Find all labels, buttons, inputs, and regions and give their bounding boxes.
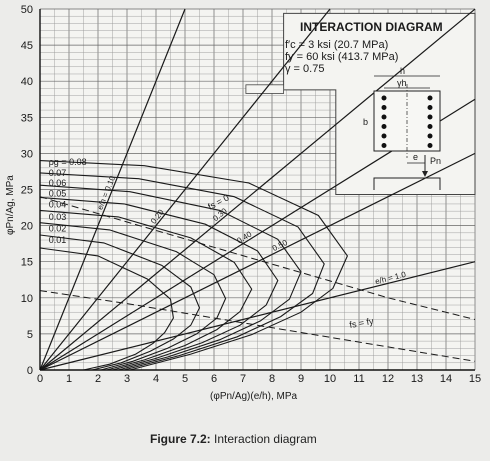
x-tick-label: 2 — [95, 373, 101, 385]
rho-label: 0.03 — [49, 212, 67, 222]
load-arrowhead — [422, 171, 428, 177]
load-pn-label: Pn — [430, 156, 441, 166]
eccentricity-line — [39, 8, 186, 371]
rebar-dot — [427, 143, 433, 148]
param-gamma: γ = 0.75 — [285, 63, 324, 75]
load-e-label: e — [413, 152, 418, 162]
x-tick-label: 3 — [124, 373, 130, 385]
x-tick-label: 4 — [153, 373, 159, 385]
x-tick-labels: 0 1 2 3 4 5 6 7 8 9 10 11 12 13 14 15 — [37, 373, 481, 385]
dim-gh-label: γh — [397, 78, 407, 88]
x-tick-label: 10 — [324, 373, 336, 385]
x-tick-label: 11 — [353, 373, 364, 385]
y-tick-label: 40 — [21, 76, 33, 88]
eccentricity-line — [39, 8, 331, 371]
x-axis-label: (φPn/Ag)(e/h), MPa — [210, 391, 298, 402]
dim-b-label: b — [363, 117, 368, 127]
eccentricity-lines: e/h = 0.100.20 0.300.400.50e/h = 1.0 — [39, 8, 476, 371]
rho-label: ρg = 0.08 — [49, 157, 87, 167]
fs-lines — [39, 196, 476, 362]
rho-label: 0.04 — [49, 200, 67, 210]
y-tick-label: 10 — [21, 293, 33, 305]
y-tick-label: 5 — [27, 329, 33, 341]
eccentricity-line — [39, 261, 476, 371]
rebar-dot — [427, 124, 433, 129]
rebar-dot — [381, 105, 387, 110]
x-tick-label: 14 — [440, 373, 452, 385]
y-tick-label: 15 — [21, 257, 33, 269]
x-tick-label: 13 — [411, 373, 423, 385]
rebar-dot — [427, 105, 433, 110]
y-axis-label: φPn/Ag, MPa — [5, 175, 16, 235]
rho-label: 0.01 — [49, 235, 67, 245]
rebar-dot — [381, 114, 387, 120]
rebar-dot — [381, 95, 387, 101]
x-tick-label: 6 — [211, 373, 217, 385]
y-tick-label: 50 — [21, 4, 33, 16]
fs-zero-line — [39, 196, 476, 320]
rho-label: 0.02 — [49, 223, 67, 233]
caption-text: Interaction diagram — [214, 432, 317, 446]
y-tick-label: 35 — [21, 112, 33, 124]
chart-title: INTERACTION DIAGRAM — [300, 20, 443, 34]
x-tick-label: 8 — [269, 373, 275, 385]
x-tick-label: 12 — [382, 373, 394, 385]
y-tick-label: 25 — [21, 185, 33, 197]
rebar-dot — [427, 133, 433, 139]
rebar-dot — [427, 95, 433, 101]
rho-label: 0.05 — [49, 189, 67, 199]
rebar-dot — [381, 124, 387, 129]
rebar-dots — [381, 95, 433, 148]
eccentricity-line — [39, 8, 476, 371]
x-tick-label: 9 — [298, 373, 304, 385]
x-tick-label: 7 — [240, 373, 246, 385]
rho-curve-0.06 — [39, 184, 302, 371]
y-tick-label: 0 — [27, 365, 33, 377]
y-tick-label: 30 — [21, 148, 33, 160]
param-fc: f′c = 3 ksi (20.7 MPa) — [285, 39, 388, 51]
rebar-dot — [427, 114, 433, 120]
rho-label: 0.06 — [49, 178, 67, 188]
rho-label: 0.07 — [49, 168, 67, 178]
param-fy: fy = 60 ksi (413.7 MPa) — [285, 51, 398, 63]
x-tick-label: 1 — [66, 373, 72, 385]
axes — [39, 9, 475, 371]
y-tick-label: 45 — [21, 40, 33, 52]
dim-h-label: h — [400, 66, 405, 76]
steel-ratio-labels: ρg = 0.080.070.060.050.04 0.030.02 0.01 — [49, 157, 87, 245]
elevation-sketch — [373, 177, 441, 190]
rebar-dot — [381, 133, 387, 139]
rho-curve-0.03 — [39, 222, 227, 371]
x-tick-label: 0 — [37, 373, 43, 385]
caption-prefix: Figure 7.2: — [150, 432, 211, 446]
section-sketch: h γh b e Pn — [363, 66, 441, 190]
rebar-dot — [381, 143, 387, 148]
fs-fy-line — [39, 290, 476, 362]
y-tick-labels: 0 5 10 15 20 25 30 35 40 45 50 — [21, 4, 33, 377]
x-tick-label: 5 — [182, 373, 188, 385]
y-tick-label: 20 — [21, 221, 33, 233]
x-tick-label: 15 — [469, 373, 481, 385]
eccentricity-line — [39, 152, 476, 371]
figure-caption: Figure 7.2: Interaction diagram — [150, 432, 317, 446]
title-step — [245, 84, 284, 94]
label-fs-fy: fs = fy — [349, 316, 375, 330]
